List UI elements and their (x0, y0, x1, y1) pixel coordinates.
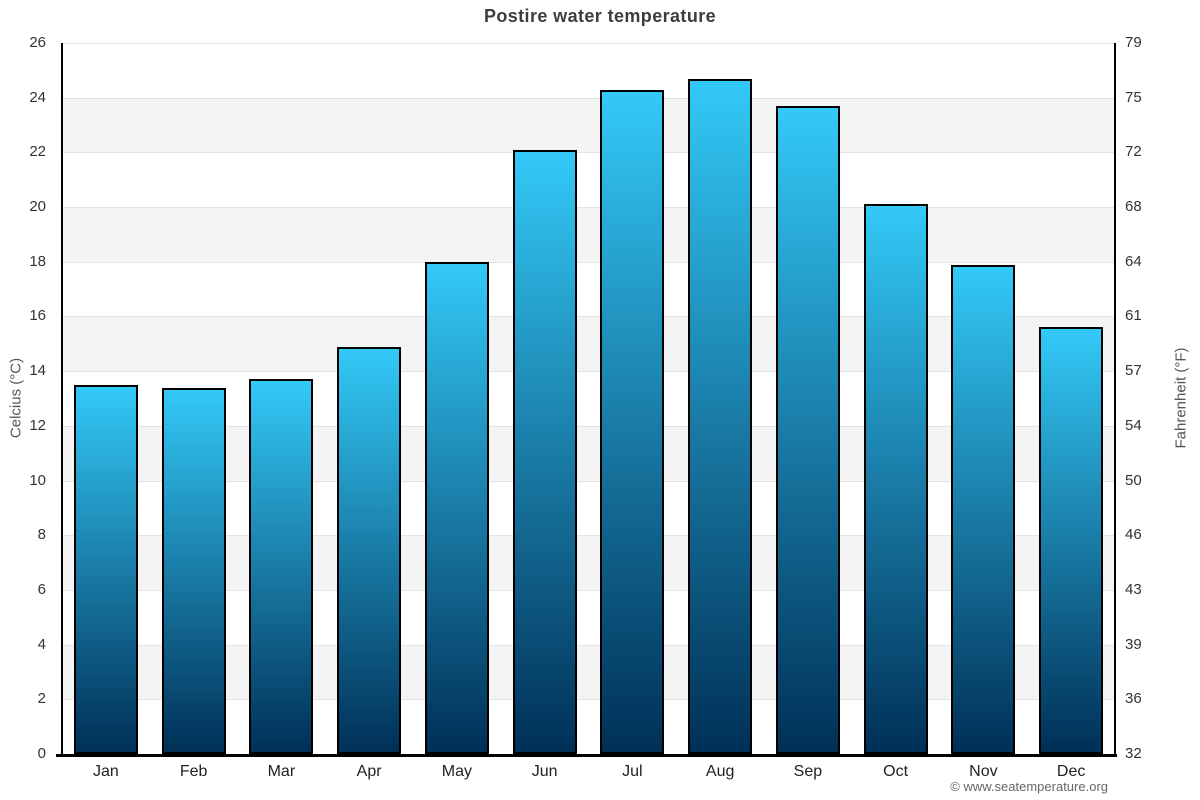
plot-band-5 (62, 316, 1115, 372)
plot-band-9 (62, 535, 1115, 590)
bar-aug[interactable] (688, 78, 753, 754)
plot-band-6 (62, 371, 1115, 426)
plot-band-12 (62, 699, 1115, 754)
y-tick-right-57: 57 (1125, 362, 1142, 380)
gridline-14c (62, 371, 1115, 373)
y-tick-right-75: 75 (1125, 88, 1142, 106)
chart-title: Postire water temperature (483, 6, 717, 26)
plot-band-11 (62, 644, 1115, 700)
y-tick-left-22: 22 (29, 143, 46, 161)
y-tick-right-32: 32 (1125, 745, 1142, 762)
gridline-26c (62, 43, 1115, 44)
y-axis-left-line (61, 43, 63, 754)
y-tick-right-64: 64 (1125, 252, 1142, 270)
x-axis-line (56, 754, 1117, 757)
y-axis-title-fahrenheit: Fahrenheit (°F) (1172, 347, 1190, 449)
y-axis-left-ticks: 0 2 4 6 8 10 12 14 16 18 20 22 24 26 (0, 34, 54, 762)
y-tick-left-20: 20 (29, 198, 46, 216)
y-tick-left-8: 8 (37, 526, 46, 544)
bar-apr[interactable] (337, 346, 402, 754)
y-tick-right-46: 46 (1125, 526, 1142, 544)
y-tick-left-6: 6 (37, 580, 46, 598)
y-tick-left-26: 26 (29, 34, 46, 51)
bar-oct[interactable] (863, 204, 928, 754)
gridline-10c (62, 480, 1115, 482)
x-label-aug: Aug (705, 763, 735, 780)
x-label-mar: Mar (267, 763, 296, 780)
bar-may[interactable] (424, 261, 489, 754)
x-label-jan: Jan (92, 763, 119, 780)
y-axis-title-celsius: Celcius (°C) (7, 357, 25, 439)
y-tick-right-43: 43 (1125, 580, 1142, 598)
y-tick-right-72: 72 (1125, 143, 1142, 161)
plot-band-7 (62, 425, 1115, 481)
x-label-jun: Jun (531, 763, 558, 780)
plot-band-1 (62, 97, 1115, 153)
bar-sep[interactable] (775, 105, 840, 754)
bar-feb[interactable] (161, 387, 226, 754)
y-tick-left-4: 4 (37, 635, 46, 653)
plot-band-10 (62, 589, 1115, 645)
bar-jan[interactable] (73, 384, 138, 754)
x-label-apr: Apr (356, 763, 382, 780)
plot-area (61, 43, 1116, 754)
x-label-feb: Feb (179, 763, 208, 780)
y-tick-right-54: 54 (1125, 416, 1142, 434)
gridline-22c (62, 152, 1115, 154)
gridline-8c (62, 535, 1115, 537)
gridline-20c (62, 207, 1115, 209)
y-tick-right-36: 36 (1125, 690, 1142, 708)
bar-nov[interactable] (951, 264, 1016, 754)
gridline-16c (62, 316, 1115, 318)
y-tick-right-61: 61 (1125, 307, 1142, 325)
attribution-link[interactable]: © www.seatemperature.org (950, 779, 1108, 794)
bar-mar[interactable] (249, 379, 314, 754)
y-tick-left-14: 14 (29, 362, 46, 380)
y-axis-right-ticks: 32 36 39 43 46 50 54 57 61 64 68 72 75 79 (1117, 34, 1177, 762)
bar-jul[interactable] (600, 89, 665, 754)
plot-band-8 (62, 480, 1115, 536)
y-tick-right-50: 50 (1125, 471, 1142, 489)
bar-jun[interactable] (512, 149, 577, 754)
y-tick-left-10: 10 (29, 471, 46, 489)
y-tick-left-16: 16 (29, 307, 46, 325)
x-label-may: May (441, 763, 472, 780)
y-tick-right-68: 68 (1125, 198, 1142, 216)
plot-band-3 (62, 207, 1115, 262)
plot-band-2 (62, 152, 1115, 208)
y-tick-left-12: 12 (29, 416, 46, 434)
plot-band-4 (62, 261, 1115, 317)
y-tick-left-24: 24 (29, 88, 46, 106)
gridline-12c (62, 425, 1115, 427)
y-tick-right-39: 39 (1125, 635, 1142, 653)
gridline-18c (62, 261, 1115, 263)
y-axis-right-line (1114, 43, 1116, 754)
gridline-24c (62, 97, 1115, 99)
y-tick-left-0: 0 (37, 745, 46, 762)
y-tick-right-79: 79 (1125, 34, 1142, 51)
x-label-oct: Oct (883, 763, 909, 780)
x-label-jul: Jul (622, 763, 643, 780)
gridline-2c (62, 699, 1115, 701)
x-label-sep: Sep (793, 763, 823, 780)
plot-band-0 (62, 43, 1115, 98)
y-tick-left-2: 2 (37, 690, 46, 708)
y-tick-left-18: 18 (29, 252, 46, 270)
x-axis-labels: Jan Feb Mar Apr May Jun Jul Aug Sep Oct Nov Dec (62, 761, 1115, 783)
bar-dec[interactable] (1039, 327, 1104, 754)
x-label-dec: Dec (1056, 763, 1086, 780)
x-label-nov: Nov (969, 763, 998, 780)
gridline-6c (62, 589, 1115, 591)
gridline-4c (62, 644, 1115, 646)
